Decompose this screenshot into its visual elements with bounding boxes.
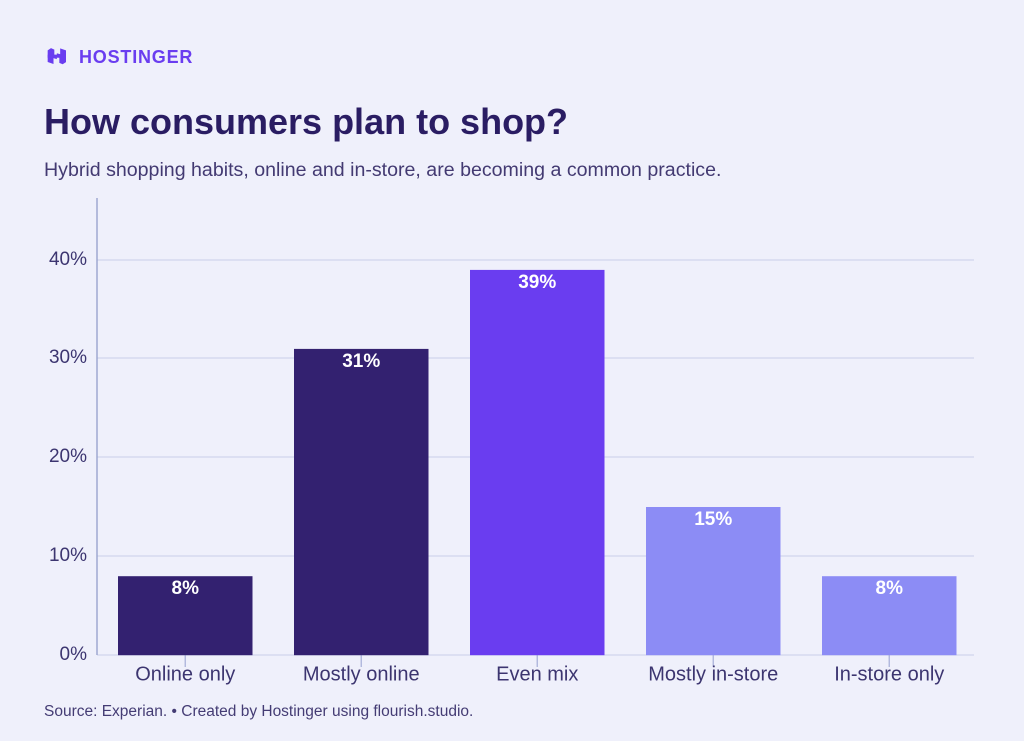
svg-text:40%: 40% — [49, 249, 87, 270]
svg-text:8%: 8% — [876, 578, 904, 599]
svg-text:0%: 0% — [60, 644, 88, 665]
svg-text:8%: 8% — [172, 578, 200, 599]
svg-text:Even mix: Even mix — [496, 664, 578, 686]
svg-text:30%: 30% — [49, 347, 87, 368]
svg-text:Mostly in-store: Mostly in-store — [648, 664, 778, 686]
svg-text:39%: 39% — [518, 272, 556, 293]
svg-text:20%: 20% — [49, 446, 87, 467]
svg-text:31%: 31% — [342, 351, 380, 372]
svg-text:In-store only: In-store only — [834, 664, 944, 686]
svg-text:15%: 15% — [694, 509, 732, 530]
svg-text:Mostly online: Mostly online — [303, 664, 420, 686]
svg-text:10%: 10% — [49, 545, 87, 566]
svg-text:Online only: Online only — [135, 664, 235, 686]
